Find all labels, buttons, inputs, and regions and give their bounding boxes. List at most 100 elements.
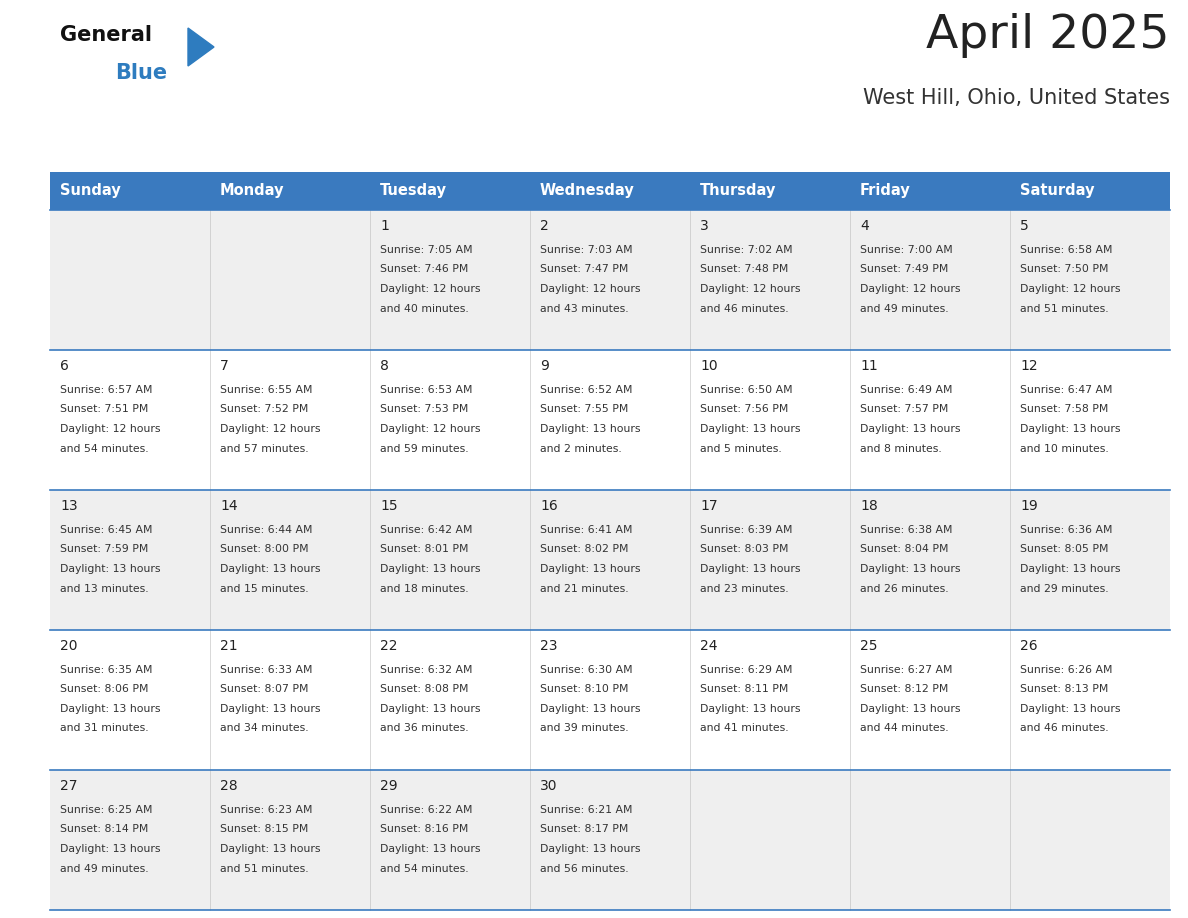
Text: Sunrise: 6:47 AM: Sunrise: 6:47 AM xyxy=(1020,385,1112,395)
Text: and 5 minutes.: and 5 minutes. xyxy=(700,443,782,453)
Text: General: General xyxy=(61,25,152,45)
Text: Sunrise: 6:26 AM: Sunrise: 6:26 AM xyxy=(1020,665,1112,675)
Text: Daylight: 13 hours: Daylight: 13 hours xyxy=(220,704,321,714)
Text: 8: 8 xyxy=(380,359,388,373)
Text: Sunset: 7:49 PM: Sunset: 7:49 PM xyxy=(860,264,948,274)
Text: and 44 minutes.: and 44 minutes. xyxy=(860,723,949,733)
Text: and 59 minutes.: and 59 minutes. xyxy=(380,443,468,453)
Text: 27: 27 xyxy=(61,779,77,793)
Text: Sunrise: 6:58 AM: Sunrise: 6:58 AM xyxy=(1020,245,1112,255)
Text: Sunrise: 6:29 AM: Sunrise: 6:29 AM xyxy=(700,665,792,675)
Text: Daylight: 13 hours: Daylight: 13 hours xyxy=(860,704,961,714)
Text: and 31 minutes.: and 31 minutes. xyxy=(61,723,148,733)
Text: 11: 11 xyxy=(860,359,878,373)
Text: Sunset: 7:53 PM: Sunset: 7:53 PM xyxy=(380,405,468,415)
Text: and 46 minutes.: and 46 minutes. xyxy=(700,304,789,314)
Text: and 23 minutes.: and 23 minutes. xyxy=(700,584,789,594)
Text: and 36 minutes.: and 36 minutes. xyxy=(380,723,468,733)
Text: Daylight: 13 hours: Daylight: 13 hours xyxy=(700,704,801,714)
Text: and 43 minutes.: and 43 minutes. xyxy=(541,304,628,314)
Text: and 40 minutes.: and 40 minutes. xyxy=(380,304,469,314)
Text: Daylight: 13 hours: Daylight: 13 hours xyxy=(1020,564,1120,574)
Text: and 15 minutes.: and 15 minutes. xyxy=(220,584,309,594)
Text: Sunset: 7:47 PM: Sunset: 7:47 PM xyxy=(541,264,628,274)
Text: 9: 9 xyxy=(541,359,549,373)
Bar xyxy=(50,172,1170,210)
Text: Daylight: 13 hours: Daylight: 13 hours xyxy=(1020,704,1120,714)
Text: Daylight: 12 hours: Daylight: 12 hours xyxy=(1020,284,1120,294)
Text: Sunrise: 6:32 AM: Sunrise: 6:32 AM xyxy=(380,665,473,675)
Text: and 18 minutes.: and 18 minutes. xyxy=(380,584,468,594)
Text: Sunset: 8:17 PM: Sunset: 8:17 PM xyxy=(541,824,628,834)
Text: Sunrise: 6:22 AM: Sunrise: 6:22 AM xyxy=(380,805,473,815)
Text: 4: 4 xyxy=(860,219,868,233)
Text: Blue: Blue xyxy=(115,63,168,83)
Bar xyxy=(50,350,1170,490)
Text: Sunrise: 6:33 AM: Sunrise: 6:33 AM xyxy=(220,665,312,675)
Bar xyxy=(50,630,1170,770)
Text: Friday: Friday xyxy=(860,184,911,198)
Text: Sunrise: 6:55 AM: Sunrise: 6:55 AM xyxy=(220,385,312,395)
Text: Sunrise: 6:52 AM: Sunrise: 6:52 AM xyxy=(541,385,632,395)
Text: West Hill, Ohio, United States: West Hill, Ohio, United States xyxy=(862,88,1170,108)
Text: 30: 30 xyxy=(541,779,557,793)
Text: and 10 minutes.: and 10 minutes. xyxy=(1020,443,1108,453)
Text: Sunrise: 6:41 AM: Sunrise: 6:41 AM xyxy=(541,525,632,535)
Text: and 34 minutes.: and 34 minutes. xyxy=(220,723,309,733)
Text: Sunset: 7:59 PM: Sunset: 7:59 PM xyxy=(61,544,148,554)
Text: 15: 15 xyxy=(380,499,398,513)
Text: Daylight: 12 hours: Daylight: 12 hours xyxy=(860,284,961,294)
Text: and 26 minutes.: and 26 minutes. xyxy=(860,584,949,594)
Text: Sunrise: 7:03 AM: Sunrise: 7:03 AM xyxy=(541,245,633,255)
Text: and 29 minutes.: and 29 minutes. xyxy=(1020,584,1108,594)
Text: Sunset: 8:03 PM: Sunset: 8:03 PM xyxy=(700,544,789,554)
Text: Sunrise: 6:38 AM: Sunrise: 6:38 AM xyxy=(860,525,953,535)
Bar xyxy=(50,210,1170,350)
Text: Sunset: 7:57 PM: Sunset: 7:57 PM xyxy=(860,405,948,415)
Text: and 51 minutes.: and 51 minutes. xyxy=(220,864,309,874)
Text: Wednesday: Wednesday xyxy=(541,184,634,198)
Text: 28: 28 xyxy=(220,779,238,793)
Text: Sunset: 8:10 PM: Sunset: 8:10 PM xyxy=(541,685,628,695)
Text: Daylight: 13 hours: Daylight: 13 hours xyxy=(1020,424,1120,434)
Text: Sunrise: 7:02 AM: Sunrise: 7:02 AM xyxy=(700,245,792,255)
Text: 14: 14 xyxy=(220,499,238,513)
Text: and 21 minutes.: and 21 minutes. xyxy=(541,584,628,594)
Text: Sunrise: 7:05 AM: Sunrise: 7:05 AM xyxy=(380,245,473,255)
Text: Sunrise: 6:53 AM: Sunrise: 6:53 AM xyxy=(380,385,473,395)
Text: Sunset: 8:15 PM: Sunset: 8:15 PM xyxy=(220,824,309,834)
Text: Sunrise: 7:00 AM: Sunrise: 7:00 AM xyxy=(860,245,953,255)
Text: April 2025: April 2025 xyxy=(927,13,1170,58)
Text: 1: 1 xyxy=(380,219,388,233)
Text: 19: 19 xyxy=(1020,499,1038,513)
Text: 21: 21 xyxy=(220,639,238,653)
Text: Sunset: 8:05 PM: Sunset: 8:05 PM xyxy=(1020,544,1108,554)
Text: and 51 minutes.: and 51 minutes. xyxy=(1020,304,1108,314)
Text: 22: 22 xyxy=(380,639,398,653)
Text: Sunrise: 6:25 AM: Sunrise: 6:25 AM xyxy=(61,805,152,815)
Text: Sunrise: 6:57 AM: Sunrise: 6:57 AM xyxy=(61,385,152,395)
Text: Sunrise: 6:49 AM: Sunrise: 6:49 AM xyxy=(860,385,953,395)
Text: and 57 minutes.: and 57 minutes. xyxy=(220,443,309,453)
Text: Sunset: 8:04 PM: Sunset: 8:04 PM xyxy=(860,544,948,554)
Text: Daylight: 12 hours: Daylight: 12 hours xyxy=(61,424,160,434)
Text: Daylight: 13 hours: Daylight: 13 hours xyxy=(541,564,640,574)
Text: Daylight: 13 hours: Daylight: 13 hours xyxy=(700,424,801,434)
Text: 12: 12 xyxy=(1020,359,1037,373)
Text: and 54 minutes.: and 54 minutes. xyxy=(380,864,468,874)
Text: 23: 23 xyxy=(541,639,557,653)
Text: Sunrise: 6:36 AM: Sunrise: 6:36 AM xyxy=(1020,525,1112,535)
Text: Daylight: 13 hours: Daylight: 13 hours xyxy=(541,424,640,434)
Text: 5: 5 xyxy=(1020,219,1029,233)
Text: Daylight: 13 hours: Daylight: 13 hours xyxy=(61,704,160,714)
Text: and 8 minutes.: and 8 minutes. xyxy=(860,443,942,453)
Text: Sunset: 7:48 PM: Sunset: 7:48 PM xyxy=(700,264,789,274)
Text: Daylight: 12 hours: Daylight: 12 hours xyxy=(700,284,801,294)
Text: Sunset: 8:02 PM: Sunset: 8:02 PM xyxy=(541,544,628,554)
Text: Tuesday: Tuesday xyxy=(380,184,447,198)
Text: Sunset: 8:01 PM: Sunset: 8:01 PM xyxy=(380,544,468,554)
Text: and 13 minutes.: and 13 minutes. xyxy=(61,584,148,594)
Text: Daylight: 13 hours: Daylight: 13 hours xyxy=(220,564,321,574)
Text: Sunset: 8:16 PM: Sunset: 8:16 PM xyxy=(380,824,468,834)
Text: Daylight: 13 hours: Daylight: 13 hours xyxy=(220,844,321,854)
